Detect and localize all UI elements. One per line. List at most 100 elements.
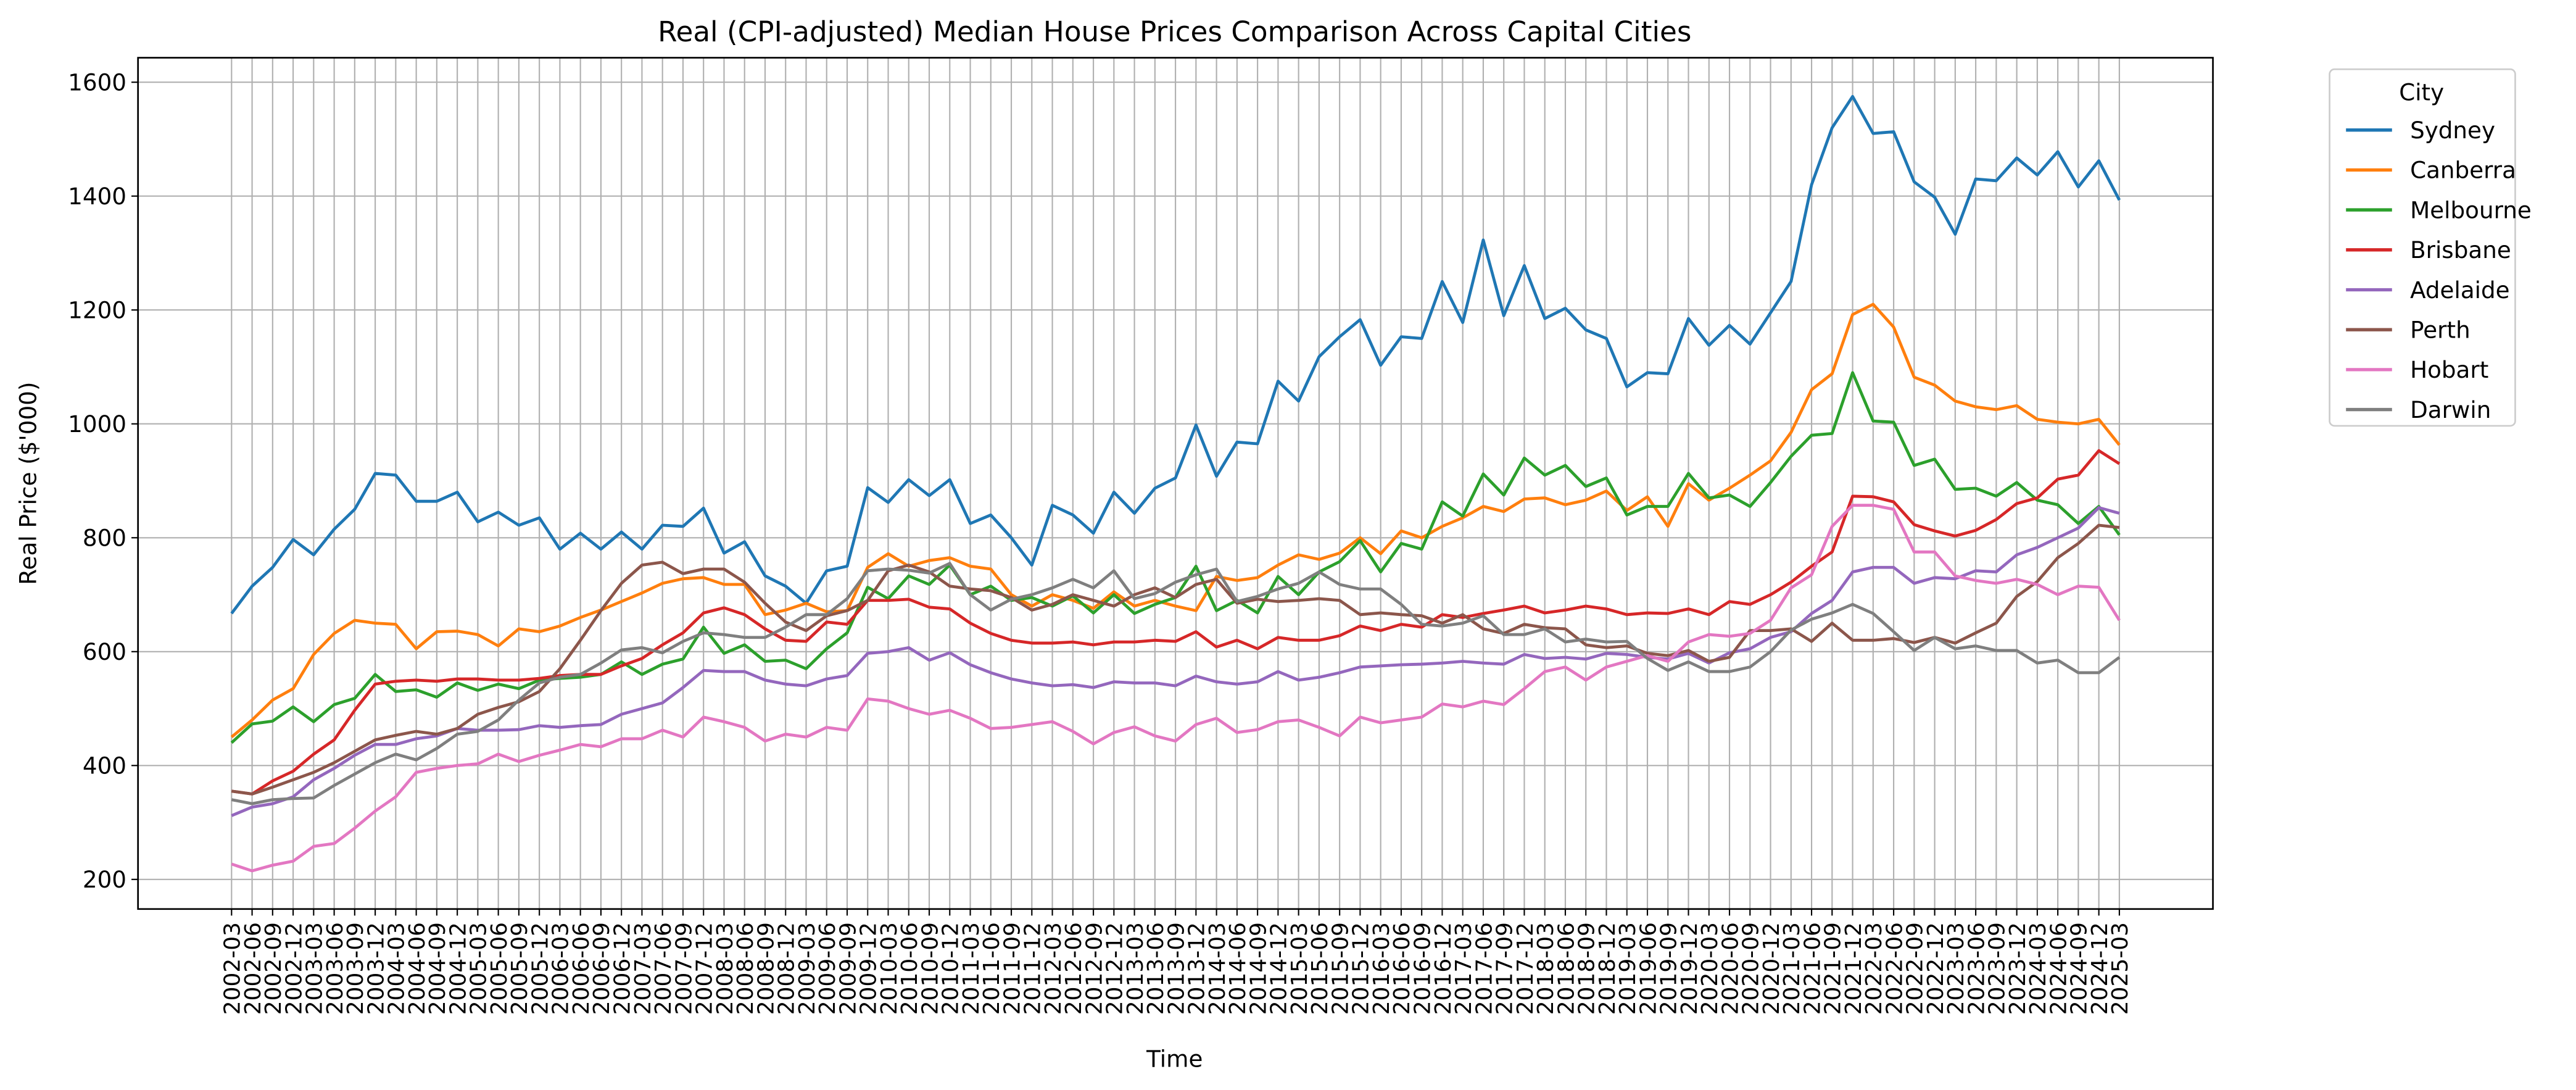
x-tick-label: 2008-03 bbox=[713, 922, 738, 1015]
x-tick-label: 2017-12 bbox=[1513, 922, 1538, 1015]
x-tick-label: 2017-06 bbox=[1472, 922, 1497, 1015]
x-tick-label: 2014-03 bbox=[1205, 922, 1230, 1015]
x-tick-label: 2002-09 bbox=[261, 922, 286, 1015]
x-tick-label: 2018-06 bbox=[1554, 922, 1579, 1015]
x-tick-label: 2021-03 bbox=[1779, 922, 1805, 1015]
x-tick-label: 2015-09 bbox=[1328, 922, 1353, 1015]
x-tick-label: 2006-12 bbox=[610, 922, 635, 1015]
x-tick-label: 2018-12 bbox=[1595, 922, 1620, 1015]
series-lines bbox=[230, 94, 2121, 873]
x-tick-label: 2005-03 bbox=[466, 922, 492, 1015]
series-line bbox=[231, 504, 2121, 873]
x-tick-label: 2007-09 bbox=[671, 922, 697, 1015]
x-tick-label: 2019-09 bbox=[1657, 922, 1682, 1015]
x-tick-label: 2010-12 bbox=[938, 922, 964, 1015]
x-tick-label: 2005-06 bbox=[487, 922, 512, 1015]
x-tick-label: 2022-06 bbox=[1882, 922, 1907, 1015]
x-tick-label: 2023-09 bbox=[1985, 922, 2010, 1015]
legend-label: Melbourne bbox=[2410, 196, 2532, 223]
x-tick-label: 2004-12 bbox=[445, 922, 471, 1015]
x-tick-label: 2021-06 bbox=[1800, 922, 1825, 1015]
x-tick-label: 2004-09 bbox=[425, 922, 450, 1015]
x-tick-label: 2019-12 bbox=[1677, 922, 1702, 1015]
legend-label: Canberra bbox=[2410, 157, 2516, 184]
x-tick-label: 2025-03 bbox=[2108, 922, 2133, 1015]
x-tick-label: 2020-12 bbox=[1759, 922, 1784, 1015]
series-line bbox=[231, 523, 2120, 796]
x-tick-label: 2017-09 bbox=[1493, 922, 1518, 1015]
x-tick-label: 2020-06 bbox=[1718, 922, 1743, 1015]
legend-label: Adelaide bbox=[2410, 277, 2510, 304]
x-tick-label: 2024-06 bbox=[2046, 922, 2071, 1015]
x-tick-label: 2008-06 bbox=[733, 922, 758, 1015]
legend: City Sydney Canberra Melbourne Brisbane Adel… bbox=[2329, 68, 2532, 427]
x-tick-label: 2015-06 bbox=[1307, 922, 1333, 1015]
x-tick-label: 2006-03 bbox=[549, 922, 574, 1015]
x-tick-label: 2006-09 bbox=[589, 922, 615, 1015]
x-tick-label: 2009-06 bbox=[815, 922, 840, 1015]
x-tick-label: 2012-06 bbox=[1061, 922, 1087, 1015]
x-tick-label: 2019-06 bbox=[1636, 922, 1661, 1015]
x-tick-label: 2023-12 bbox=[2005, 922, 2031, 1015]
x-tick-label: 2013-06 bbox=[1143, 922, 1169, 1015]
x-tick-label: 2022-12 bbox=[1923, 922, 1949, 1015]
x-tick-label: 2012-12 bbox=[1103, 922, 1128, 1015]
x-tick-label: 2007-12 bbox=[692, 922, 718, 1015]
x-tick-label: 2021-12 bbox=[1841, 922, 1866, 1015]
x-tick-label: 2010-09 bbox=[917, 922, 943, 1015]
x-tick-label: 2007-03 bbox=[631, 922, 656, 1015]
x-tick-label: 2013-12 bbox=[1185, 922, 1210, 1015]
series-line bbox=[230, 94, 2121, 615]
legend-title: City bbox=[2399, 79, 2444, 106]
x-tick-label: 2018-09 bbox=[1575, 922, 1600, 1015]
legend-label: Hobart bbox=[2410, 356, 2488, 383]
y-tick-label: 1600 bbox=[68, 69, 126, 96]
x-tick-label: 2004-06 bbox=[405, 922, 430, 1015]
x-tick-label: 2014-09 bbox=[1246, 922, 1271, 1015]
chart-title: Real (CPI-adjusted) Median House Prices … bbox=[658, 15, 1691, 48]
x-tick-label: 2014-06 bbox=[1225, 922, 1251, 1015]
x-tick-label: 2009-12 bbox=[856, 922, 882, 1015]
x-tick-label: 2012-03 bbox=[1041, 922, 1066, 1015]
y-axis-label: Real Price ($'000) bbox=[15, 382, 42, 585]
series-line bbox=[231, 449, 2121, 796]
y-tick-label: 1200 bbox=[68, 297, 126, 324]
x-tick-label: 2011-12 bbox=[1021, 922, 1046, 1015]
x-tick-label: 2010-03 bbox=[877, 922, 902, 1015]
x-tick-label: 2010-06 bbox=[897, 922, 922, 1015]
x-tick-label: 2019-03 bbox=[1615, 922, 1641, 1015]
legend-label: Sydney bbox=[2410, 117, 2495, 144]
x-tick-label: 2008-12 bbox=[774, 922, 800, 1015]
x-tick-label: 2023-03 bbox=[1944, 922, 1969, 1015]
x-tick-label: 2006-06 bbox=[569, 922, 594, 1015]
x-tick-label: 2003-06 bbox=[323, 922, 348, 1015]
legend-label: Brisbane bbox=[2410, 236, 2511, 264]
x-tick-label: 2024-03 bbox=[2026, 922, 2051, 1015]
y-tick-label: 1400 bbox=[68, 183, 126, 210]
x-tick-label: 2008-09 bbox=[753, 922, 779, 1015]
x-tick-label: 2022-09 bbox=[1903, 922, 1928, 1015]
x-tick-label: 2020-09 bbox=[1739, 922, 1764, 1015]
x-tick-label: 2015-12 bbox=[1349, 922, 1374, 1015]
x-tick-label: 2003-09 bbox=[343, 922, 368, 1015]
x-tick-label: 2005-09 bbox=[507, 922, 532, 1015]
x-tick-label: 2012-09 bbox=[1082, 922, 1107, 1015]
x-tick-label: 2011-09 bbox=[1000, 922, 1025, 1015]
x-tick-label: 2024-12 bbox=[2087, 922, 2113, 1015]
x-tick-label: 2003-12 bbox=[363, 922, 389, 1015]
x-tick-label: 2013-09 bbox=[1164, 922, 1189, 1015]
legend-label: Perth bbox=[2410, 317, 2470, 344]
y-tick-label: 800 bbox=[83, 525, 126, 552]
x-tick-label: 2022-03 bbox=[1862, 922, 1887, 1015]
legend-label: Darwin bbox=[2410, 396, 2491, 423]
x-tick-label: 2024-09 bbox=[2067, 922, 2092, 1015]
legend-box bbox=[2329, 68, 2516, 427]
x-tick-label: 2009-03 bbox=[795, 922, 820, 1015]
x-tick-label: 2016-03 bbox=[1369, 922, 1394, 1015]
x-tick-label: 2005-12 bbox=[528, 922, 553, 1015]
x-tick-label: 2016-06 bbox=[1389, 922, 1415, 1015]
x-tick-label: 2007-06 bbox=[651, 922, 676, 1015]
x-tick-label: 2016-09 bbox=[1410, 922, 1436, 1015]
y-tick-label: 600 bbox=[83, 638, 126, 665]
